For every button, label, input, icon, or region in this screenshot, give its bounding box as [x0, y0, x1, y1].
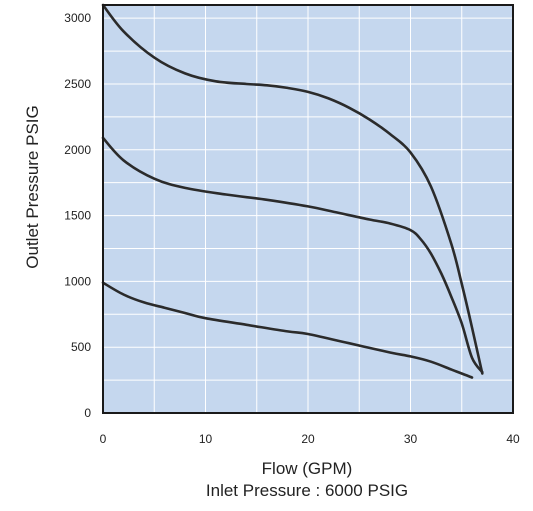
series-line-2: [101, 136, 484, 374]
x-axis-title: Flow (GPM): [262, 459, 353, 478]
series-line-3: [101, 281, 474, 379]
series-line-1: [101, 3, 484, 375]
y-axis-title: Outlet Pressure PSIG: [23, 105, 42, 268]
y-tick-label: 1000: [64, 274, 91, 288]
x-tick-label: 10: [199, 432, 213, 446]
y-tick-label: 2500: [64, 77, 91, 91]
y-tick-label: 3000: [64, 11, 91, 25]
x-tick-label: 40: [506, 432, 520, 446]
y-tick-labels: 0 500 1000 1500 2000 2500 3000: [64, 11, 91, 420]
y-tick-label: 1500: [64, 209, 91, 223]
x-tick-labels: 0 10 20 30 40: [100, 432, 520, 446]
series-lines: [101, 3, 484, 379]
x-tick-label: 20: [301, 432, 315, 446]
x-tick-label: 0: [100, 432, 107, 446]
y-tick-label: 0: [84, 406, 91, 420]
y-tick-label: 2000: [64, 143, 91, 157]
y-tick-label: 500: [71, 340, 91, 354]
x-tick-label: 30: [404, 432, 418, 446]
plot-frame: [102, 4, 514, 414]
chart-subtitle: Inlet Pressure : 6000 PSIG: [206, 481, 408, 500]
